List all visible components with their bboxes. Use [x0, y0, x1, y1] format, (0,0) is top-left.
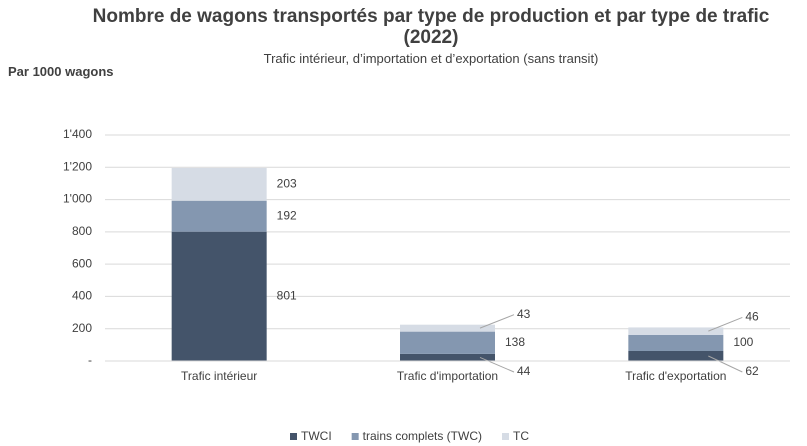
leader-line [479, 356, 515, 373]
y-tick-label: 800 [72, 224, 92, 238]
y-axis-label: Par 1000 wagons [8, 64, 114, 79]
x-tick-label: Trafic d'importation [397, 369, 498, 383]
data-label: 44 [517, 364, 531, 378]
legend-marker [290, 433, 297, 440]
bar-segment [628, 350, 724, 361]
bar-segment [400, 353, 495, 361]
legend-label: trains complets (TWC) [363, 429, 482, 443]
chart-title: Nombre de wagons transportés par type de… [92, 6, 770, 48]
data-label: 43 [517, 307, 531, 321]
y-tick-label: - [88, 353, 92, 367]
y-tick-label: 1'400 [63, 127, 92, 141]
legend-label: TWCI [301, 429, 332, 443]
y-tick-label: 200 [72, 321, 92, 335]
leader-line [479, 314, 515, 329]
legend-marker [502, 433, 509, 440]
chart-subtitle: Trafic intérieur, d’importation et d’exp… [263, 51, 599, 66]
x-tick-label: Trafic d'exportation [625, 369, 726, 383]
bar-segment [628, 334, 724, 351]
legend-label: TC [513, 429, 529, 443]
y-tick-label: 1'000 [63, 192, 92, 206]
y-tick-label: 600 [72, 256, 92, 270]
data-label: 801 [277, 289, 297, 303]
data-label: 192 [277, 208, 297, 222]
y-tick-label: 1'200 [63, 159, 92, 173]
bar-segment [171, 231, 267, 361]
data-label: 62 [745, 364, 759, 378]
bar-segment [400, 331, 495, 354]
data-label: 203 [277, 176, 297, 190]
data-label: 46 [745, 310, 759, 324]
leader-line [708, 355, 743, 373]
data-label: 100 [733, 335, 753, 349]
y-tick-label: 400 [72, 289, 92, 303]
leader-line [708, 316, 743, 332]
data-label: 138 [505, 335, 525, 349]
bar-segment [171, 167, 267, 201]
bar-segment [400, 324, 495, 332]
legend-marker [351, 433, 359, 440]
bar-segment [628, 327, 724, 335]
bar-segment [171, 200, 267, 232]
x-tick-label: Trafic intérieur [181, 369, 257, 383]
